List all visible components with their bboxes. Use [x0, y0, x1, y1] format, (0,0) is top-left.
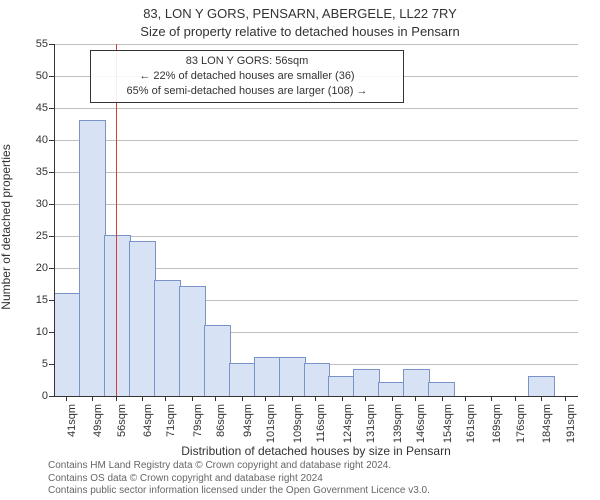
- histogram-bar: [254, 357, 281, 396]
- histogram-bar: [403, 369, 430, 396]
- x-tick: [292, 396, 293, 401]
- histogram-bar: [304, 363, 331, 396]
- histogram-bar: [378, 382, 405, 396]
- y-tick-label: 0: [26, 390, 48, 402]
- y-tick-label: 45: [26, 102, 48, 114]
- x-tick: [465, 396, 466, 401]
- y-tick-label: 10: [26, 326, 48, 338]
- chart-title-main: 83, LON Y GORS, PENSARN, ABERGELE, LL22 …: [0, 6, 600, 21]
- grid-line: [54, 140, 578, 141]
- y-tick-label: 35: [26, 166, 48, 178]
- histogram-bar: [229, 363, 256, 396]
- y-tick-label: 40: [26, 134, 48, 146]
- x-tick: [315, 396, 316, 401]
- histogram-bar: [428, 382, 455, 396]
- footer-line: Contains OS data © Crown copyright and d…: [48, 473, 430, 486]
- histogram-bar: [204, 325, 231, 396]
- x-tick: [342, 396, 343, 401]
- y-tick-label: 5: [26, 358, 48, 370]
- grid-line: [54, 108, 578, 109]
- x-tick: [165, 396, 166, 401]
- y-tick-label: 20: [26, 262, 48, 274]
- x-tick: [491, 396, 492, 401]
- grid-line: [54, 172, 578, 173]
- histogram-bar: [328, 376, 355, 396]
- histogram-bar: [279, 357, 306, 396]
- y-axis-label: Number of detached properties: [0, 127, 13, 327]
- histogram-bar: [353, 369, 380, 396]
- footer-line: Contains HM Land Registry data © Crown c…: [48, 460, 430, 473]
- x-tick: [66, 396, 67, 401]
- x-axis-label: Distribution of detached houses by size …: [54, 444, 578, 458]
- chart-title-sub: Size of property relative to detached ho…: [0, 24, 600, 39]
- y-axis-line: [54, 44, 55, 396]
- histogram-bar: [179, 286, 206, 396]
- annotation-box: 83 LON Y GORS: 56sqm← 22% of detached ho…: [90, 50, 404, 103]
- y-tick-label: 55: [26, 38, 48, 50]
- x-tick: [565, 396, 566, 401]
- histogram-bar: [104, 235, 131, 396]
- histogram-bar: [154, 280, 181, 396]
- x-tick: [116, 396, 117, 401]
- grid-line: [54, 204, 578, 205]
- y-tick-label: 15: [26, 294, 48, 306]
- x-tick: [92, 396, 93, 401]
- y-tick-label: 30: [26, 198, 48, 210]
- histogram-bar: [129, 241, 156, 396]
- histogram-bar: [79, 120, 106, 396]
- x-tick: [541, 396, 542, 401]
- annotation-line: ← 22% of detached houses are smaller (36…: [97, 69, 397, 84]
- x-tick: [365, 396, 366, 401]
- chart-container: { "title_main": "83, LON Y GORS, PENSARN…: [0, 0, 600, 500]
- x-tick: [515, 396, 516, 401]
- y-tick-label: 25: [26, 230, 48, 242]
- grid-line: [54, 44, 578, 45]
- x-tick: [242, 396, 243, 401]
- x-tick: [215, 396, 216, 401]
- annotation-line: 83 LON Y GORS: 56sqm: [97, 54, 397, 69]
- y-tick-label: 50: [26, 70, 48, 82]
- footer-attribution: Contains HM Land Registry data © Crown c…: [48, 460, 430, 498]
- x-tick: [415, 396, 416, 401]
- histogram-bar: [528, 376, 555, 396]
- grid-line: [54, 236, 578, 237]
- x-tick: [192, 396, 193, 401]
- x-tick: [265, 396, 266, 401]
- x-tick: [142, 396, 143, 401]
- annotation-line: 65% of semi-detached houses are larger (…: [97, 84, 397, 99]
- footer-line: Contains public sector information licen…: [48, 485, 430, 498]
- x-tick: [442, 396, 443, 401]
- x-tick: [392, 396, 393, 401]
- histogram-bar: [54, 293, 81, 396]
